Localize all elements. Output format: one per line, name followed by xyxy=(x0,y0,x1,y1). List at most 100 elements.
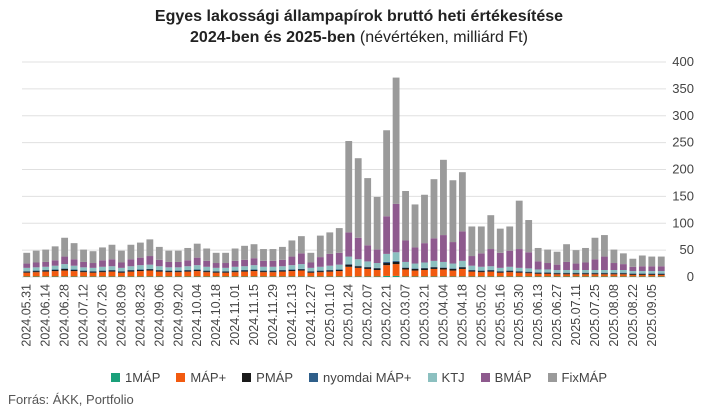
bar-segment xyxy=(51,271,59,277)
bar-segment xyxy=(487,271,495,277)
bar-segment xyxy=(582,270,589,273)
bar-segment xyxy=(231,276,239,277)
bar-segment xyxy=(89,276,97,277)
bar-segment xyxy=(525,220,533,253)
bar-segment xyxy=(297,270,305,277)
bar-segment xyxy=(563,273,570,275)
y-tick-label: 50 xyxy=(680,242,694,257)
bar-segment xyxy=(61,268,69,269)
bar-segment xyxy=(335,264,343,270)
bar-segment xyxy=(629,271,637,274)
bar-segment xyxy=(402,276,409,277)
bar-segment xyxy=(23,271,31,272)
bar-segment xyxy=(127,276,135,277)
bar-segment xyxy=(241,266,248,271)
bar-segment xyxy=(61,268,69,271)
bar-segment xyxy=(458,260,466,267)
bar-segment xyxy=(515,267,523,272)
bar-segment xyxy=(174,267,182,271)
bar-segment xyxy=(279,270,286,271)
bar-segment xyxy=(496,267,504,272)
bar-segment xyxy=(127,266,135,271)
bar-segment xyxy=(572,273,580,275)
bars xyxy=(23,77,665,277)
bar-segment xyxy=(80,271,87,273)
bar-segment xyxy=(136,265,144,270)
y-axis: 0 50 100 150 200 250 300 350 400 xyxy=(672,54,694,284)
y-tick-label: 300 xyxy=(672,108,694,123)
bar-segment xyxy=(42,270,50,271)
bar-segment xyxy=(449,276,457,277)
bar-segment xyxy=(61,256,69,265)
bar-segment xyxy=(591,274,599,277)
bar-segment xyxy=(601,256,608,271)
bar-segment xyxy=(506,226,514,251)
bar-segment xyxy=(402,267,409,268)
bar-segment xyxy=(250,258,258,266)
bar-segment xyxy=(222,267,230,272)
bar-segment xyxy=(440,159,447,236)
legend-item: PMÁP xyxy=(242,370,293,385)
bar-segment xyxy=(250,269,258,271)
bar-segment xyxy=(477,226,485,254)
bar-segment xyxy=(383,130,391,217)
bar-segment xyxy=(591,237,599,260)
bar-segment xyxy=(108,259,116,267)
bar-segment xyxy=(203,276,211,277)
bar-segment xyxy=(99,276,106,277)
bar-segment xyxy=(335,252,343,265)
bar-segment xyxy=(440,261,447,268)
bar-segment xyxy=(468,256,476,266)
bar-segment xyxy=(553,274,561,277)
bar-segment xyxy=(89,263,97,268)
bar-segment xyxy=(335,276,343,277)
bar-segment xyxy=(421,267,428,269)
bar-segment xyxy=(61,264,69,269)
bar-segment xyxy=(345,232,353,257)
bar-segment xyxy=(241,245,248,260)
bar-segment xyxy=(392,260,400,262)
bar-segment xyxy=(601,272,608,274)
x-tick-label: 2025.08.22 xyxy=(626,284,640,347)
y-tick-label: 0 xyxy=(687,269,694,284)
bar-segment xyxy=(269,249,277,261)
bar-segment xyxy=(477,253,485,267)
bar-segment xyxy=(316,235,324,258)
bar-segment xyxy=(297,236,305,254)
bar-segment xyxy=(174,276,182,277)
bar-segment xyxy=(118,271,125,273)
bar-segment xyxy=(638,266,646,272)
bar-segment xyxy=(411,268,419,271)
bar-segment xyxy=(364,268,372,277)
bar-segment xyxy=(402,191,409,241)
bar-segment xyxy=(307,252,315,263)
bar-segment xyxy=(99,266,106,271)
bar-segment xyxy=(572,272,580,274)
bar-segment xyxy=(383,265,391,276)
bar-segment xyxy=(525,268,533,272)
bar-segment xyxy=(212,271,220,273)
bar-segment xyxy=(70,259,78,266)
bar-segment xyxy=(241,276,248,277)
bar-segment xyxy=(544,249,552,264)
bar-segment xyxy=(515,249,523,268)
bar-segment xyxy=(591,270,599,273)
bar-segment xyxy=(345,276,353,277)
bar-segment xyxy=(231,272,239,277)
legend-swatch xyxy=(176,373,186,382)
bar-segment xyxy=(184,270,192,272)
x-tick-label: 2024.08.23 xyxy=(133,284,147,347)
bar-segment xyxy=(525,272,533,274)
bar-segment xyxy=(89,271,97,273)
bar-segment xyxy=(601,276,608,277)
bar-segment xyxy=(544,272,552,274)
bar-segment xyxy=(601,274,608,277)
bar-segment xyxy=(392,275,400,277)
bar-segment xyxy=(544,263,552,270)
bar-segment xyxy=(354,259,362,266)
bar-segment xyxy=(32,270,40,272)
bar-segment xyxy=(127,270,135,271)
bar-segment xyxy=(326,276,334,277)
bar-segment xyxy=(657,273,665,275)
bar-segment xyxy=(288,269,296,271)
